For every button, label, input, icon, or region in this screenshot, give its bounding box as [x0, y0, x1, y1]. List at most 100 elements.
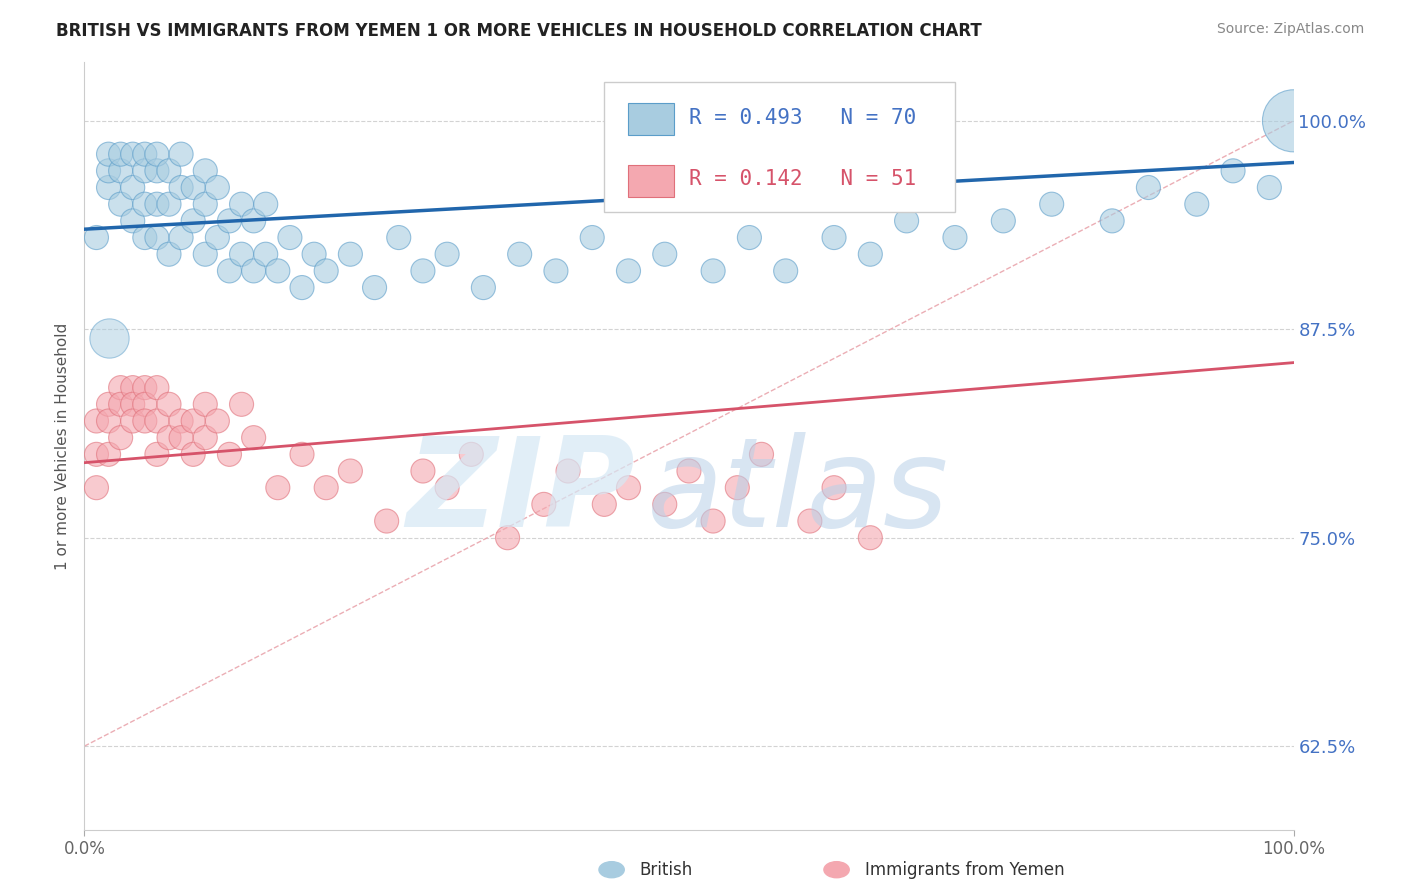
Point	[157, 247, 180, 261]
Point	[702, 514, 724, 528]
Point	[134, 230, 156, 244]
Point	[363, 280, 385, 294]
Point	[1185, 197, 1208, 211]
Point	[654, 247, 676, 261]
FancyBboxPatch shape	[628, 103, 675, 136]
Point	[1040, 197, 1063, 211]
Point	[617, 481, 640, 495]
Point	[121, 147, 143, 161]
Point	[110, 164, 132, 178]
Point	[121, 214, 143, 228]
Point	[146, 197, 169, 211]
Text: British: British	[640, 861, 693, 879]
Point	[207, 414, 229, 428]
Point	[134, 147, 156, 161]
Point	[823, 481, 845, 495]
Point	[472, 280, 495, 294]
Point	[121, 414, 143, 428]
Point	[146, 164, 169, 178]
Point	[146, 381, 169, 395]
Point	[97, 164, 120, 178]
Point	[110, 147, 132, 161]
Point	[278, 230, 301, 244]
Point	[751, 447, 773, 461]
Point	[218, 214, 240, 228]
Point	[194, 431, 217, 445]
Point	[170, 230, 193, 244]
FancyBboxPatch shape	[605, 81, 955, 212]
Point	[291, 280, 314, 294]
Point	[97, 397, 120, 411]
Point	[146, 230, 169, 244]
Point	[207, 230, 229, 244]
Point	[725, 481, 748, 495]
Point	[134, 164, 156, 178]
Point	[146, 147, 169, 161]
Point	[799, 514, 821, 528]
Point	[242, 264, 264, 278]
Point	[86, 447, 108, 461]
Point	[134, 397, 156, 411]
Text: BRITISH VS IMMIGRANTS FROM YEMEN 1 OR MORE VEHICLES IN HOUSEHOLD CORRELATION CHA: BRITISH VS IMMIGRANTS FROM YEMEN 1 OR MO…	[56, 22, 981, 40]
Point	[97, 414, 120, 428]
Point	[702, 264, 724, 278]
Point	[181, 214, 204, 228]
Point	[134, 197, 156, 211]
Point	[97, 447, 120, 461]
Point	[993, 214, 1015, 228]
Point	[1258, 180, 1281, 194]
Text: R = 0.142   N = 51: R = 0.142 N = 51	[689, 169, 917, 189]
Point	[1282, 113, 1305, 128]
Point	[194, 397, 217, 411]
Text: atlas: atlas	[647, 432, 949, 552]
Point	[593, 497, 616, 511]
Point	[254, 247, 277, 261]
Point	[97, 330, 120, 344]
Point	[436, 247, 458, 261]
Point	[218, 264, 240, 278]
Point	[170, 180, 193, 194]
Point	[110, 197, 132, 211]
Point	[86, 414, 108, 428]
Point	[86, 481, 108, 495]
Point	[121, 180, 143, 194]
Point	[181, 180, 204, 194]
Point	[1137, 180, 1160, 194]
Point	[678, 464, 700, 478]
Point	[533, 497, 555, 511]
Point	[1101, 214, 1123, 228]
Point	[242, 431, 264, 445]
Text: ZIP: ZIP	[406, 432, 634, 552]
Point	[157, 164, 180, 178]
Point	[412, 464, 434, 478]
Point	[110, 431, 132, 445]
Point	[86, 230, 108, 244]
Point	[943, 230, 966, 244]
Point	[170, 414, 193, 428]
Point	[412, 264, 434, 278]
Point	[194, 197, 217, 211]
Point	[267, 481, 290, 495]
Point	[97, 147, 120, 161]
Point	[738, 230, 761, 244]
Point	[254, 197, 277, 211]
Point	[496, 531, 519, 545]
Y-axis label: 1 or more Vehicles in Household: 1 or more Vehicles in Household	[55, 322, 70, 570]
Point	[194, 164, 217, 178]
Point	[121, 381, 143, 395]
Point	[134, 381, 156, 395]
Point	[218, 447, 240, 461]
Point	[509, 247, 531, 261]
Point	[134, 414, 156, 428]
Point	[302, 247, 325, 261]
Point	[181, 447, 204, 461]
Point	[170, 147, 193, 161]
Point	[181, 414, 204, 428]
Point	[859, 531, 882, 545]
Point	[557, 464, 579, 478]
Point	[1222, 164, 1244, 178]
FancyBboxPatch shape	[628, 165, 675, 197]
Point	[110, 397, 132, 411]
Point	[267, 264, 290, 278]
Point	[315, 264, 337, 278]
